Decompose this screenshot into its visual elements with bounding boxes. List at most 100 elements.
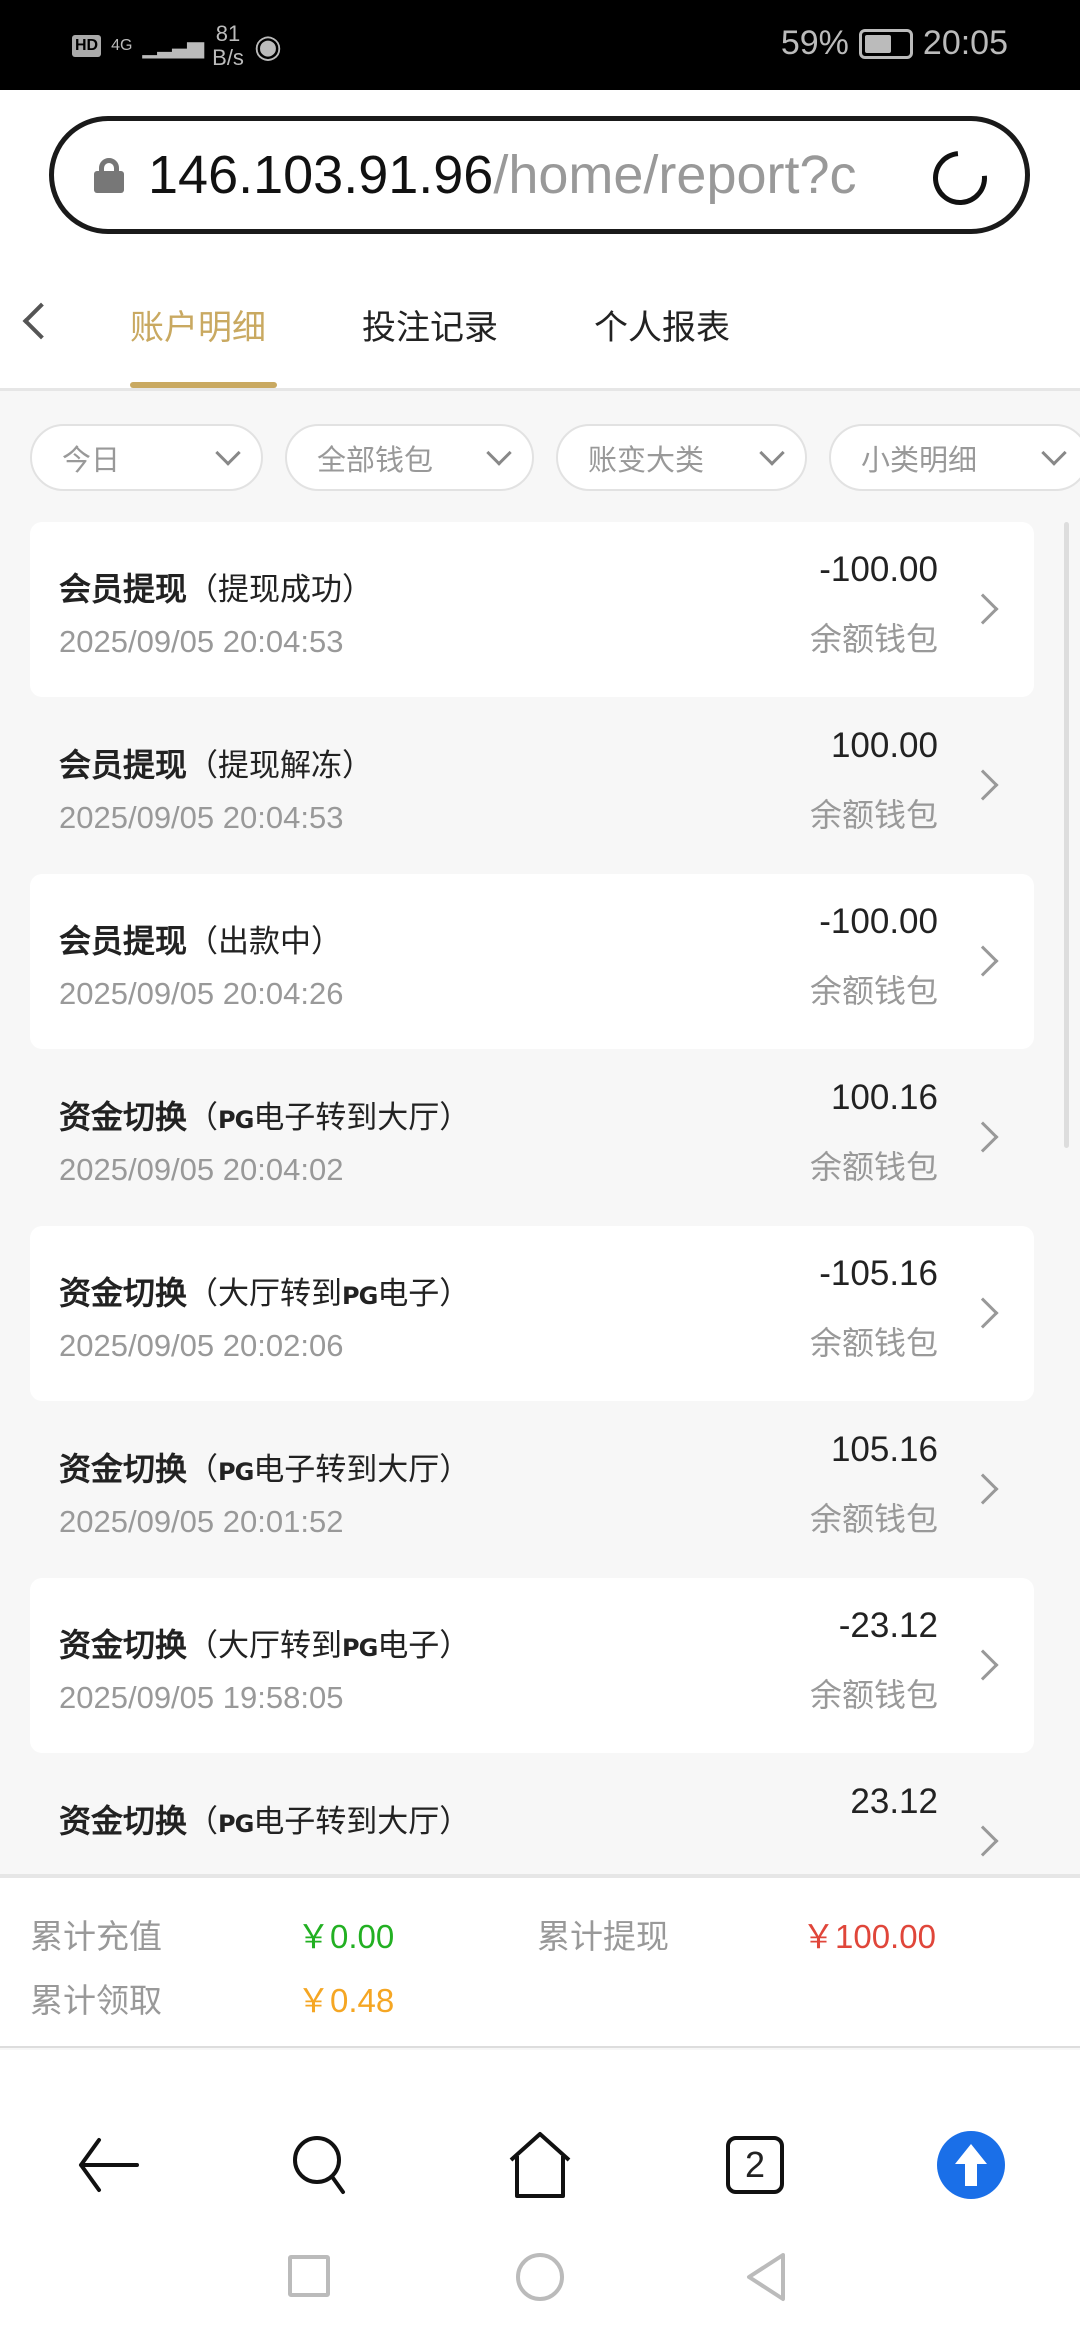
chevron-right-icon [967,593,999,625]
battery-percent: 59% [780,24,849,62]
record-card[interactable]: 资金切换（PG电子转到大厅） 2025/09/05 20:04:02 100.1… [30,1050,1034,1225]
search-icon[interactable] [287,2130,357,2200]
record-detail-post: 电子） [377,1628,471,1663]
chevron-right-icon [967,1649,999,1681]
claim-value: ￥0.48 [297,1982,395,2019]
record-time: 2025/09/05 19:58:05 [59,1680,344,1715]
home-circle-icon[interactable] [516,2253,564,2301]
deposit-label: 累计充值 [30,1918,162,1955]
record-amount: 100.16 [830,1078,938,1117]
chevron-down-icon [1041,440,1067,466]
record-list: 会员提现（提现成功） 2025/09/05 20:04:53 -100.00 余… [0,522,1080,1874]
record-detail-pre: （大厅转到 [187,1276,343,1311]
record-detail-post: 电子转到大厅） [253,1804,471,1839]
record-title: 资金切换（大厅转到PG电子） [59,1268,470,1314]
record-type: 资金切换 [59,1627,188,1663]
chevron-down-icon [486,440,512,466]
record-item[interactable]: 资金切换（PG电子转到大厅） 2025/09/05 20:01:52 105.1… [30,1402,1034,1578]
chevron-right-icon [967,1473,999,1505]
record-detail-post: 电子） [377,1276,471,1311]
tab-personal-report[interactable]: 个人报表 [594,309,730,347]
filter-subcategory[interactable]: 小类明细 [829,424,1080,491]
record-card[interactable]: 资金切换（PG电子转到大厅） 23.12 [30,1754,1034,1874]
record-amount: -105.16 [819,1254,938,1293]
clock: 20:05 [922,24,1008,62]
record-card[interactable]: 会员提现（提现成功） 2025/09/05 20:04:53 -100.00 余… [30,522,1034,697]
network-type: 4G [111,37,133,54]
record-card[interactable]: 资金切换（大厅转到PG电子） 2025/09/05 19:58:05 -23.1… [30,1578,1034,1753]
chevron-right-icon [967,945,999,977]
record-type: 资金切换 [59,1275,188,1311]
record-card[interactable]: 会员提现（提现解冻） 2025/09/05 20:04:53 100.00 余额… [30,698,1034,873]
record-time: 2025/09/05 20:04:53 [59,800,344,835]
record-amount: -100.00 [819,902,938,941]
record-wallet: 余额钱包 [809,1501,938,1537]
back-triangle-icon[interactable] [745,2252,787,2302]
record-wallet: 余额钱包 [809,797,938,833]
record-detail-pre: （出款中） [187,924,343,959]
hd-icon: HD [72,35,102,57]
record-title: 会员提现（提现成功） [59,564,373,610]
chevron-right-icon [967,1297,999,1329]
summary-panel: 累计充值 ￥0.00 累计提现 ￥100.00 累计领取 ￥0.48 [0,1874,1080,2048]
record-item[interactable]: 资金切换（大厅转到PG电子） 2025/09/05 19:58:05 -23.1… [30,1578,1034,1754]
scroll-to-top-icon[interactable] [936,2130,1006,2200]
record-detail-pre: （ [187,1804,219,1839]
url-path: /home/report?c [493,145,857,205]
withdraw-value: ￥100.00 [802,1918,936,1955]
tab-bet-records[interactable]: 投注记录 [362,309,498,347]
record-time: 2025/09/05 20:04:02 [59,1152,344,1187]
record-detail-pre: （大厅转到 [187,1628,343,1663]
record-wallet: 余额钱包 [809,1677,938,1713]
record-detail-post: 电子转到大厅） [253,1100,471,1135]
address-bar[interactable]: 146.103.91.96/home/report?c [49,116,1030,234]
active-tab-indicator [130,382,277,388]
filter-wallet[interactable]: 全部钱包 [285,424,534,491]
pg-logo: PG [342,1282,378,1310]
record-item[interactable]: 资金切换（PG电子转到大厅） 23.12 [30,1754,1034,1874]
back-chevron-icon[interactable] [22,302,60,340]
record-amount: 100.00 [830,726,938,765]
record-amount: -100.00 [819,550,938,589]
record-title: 资金切换（PG电子转到大厅） [59,1444,470,1490]
record-card[interactable]: 资金切换（大厅转到PG电子） 2025/09/05 20:02:06 -105.… [30,1226,1034,1401]
record-wallet: 余额钱包 [809,621,938,657]
record-detail-pre: （ [187,1452,219,1487]
chevron-down-icon [215,440,241,466]
battery-icon [858,28,913,59]
recents-icon[interactable] [288,2255,330,2297]
speed-unit: B/s [212,45,244,70]
record-card[interactable]: 资金切换（PG电子转到大厅） 2025/09/05 20:01:52 105.1… [30,1402,1034,1577]
pg-logo: PG [218,1458,254,1486]
record-type: 会员提现 [59,747,188,783]
record-card[interactable]: 会员提现（出款中） 2025/09/05 20:04:26 -100.00 余额… [30,874,1034,1049]
record-item[interactable]: 会员提现（提现解冻） 2025/09/05 20:04:53 100.00 余额… [30,698,1034,874]
record-wallet: 余额钱包 [809,1325,938,1361]
record-item[interactable]: 会员提现（出款中） 2025/09/05 20:04:26 -100.00 余额… [30,874,1034,1050]
filter-label: 账变大类 [588,444,705,477]
record-item[interactable]: 会员提现（提现成功） 2025/09/05 20:04:53 -100.00 余… [30,522,1034,698]
chevron-right-icon [967,769,999,801]
status-bar: HD 4G ▁▂▃▅ 81 B/s ◉ 59% 20:05 [0,0,1080,90]
record-detail-pre: （提现成功） [187,572,374,607]
pg-logo: PG [342,1634,378,1662]
record-title: 资金切换（PG电子转到大厅） [59,1092,470,1138]
home-icon[interactable] [505,2130,575,2200]
record-title: 资金切换（大厅转到PG电子） [59,1620,470,1666]
pg-logo: PG [218,1810,254,1838]
pg-logo: PG [218,1106,254,1134]
scrollbar[interactable] [1064,522,1069,1148]
filter-label: 小类明细 [861,444,978,477]
filter-category[interactable]: 账变大类 [556,424,807,491]
tabs-button[interactable]: 2 [726,2136,784,2194]
signal-icon: ▁▂▃▅ [142,33,204,58]
record-item[interactable]: 资金切换（PG电子转到大厅） 2025/09/05 20:04:02 100.1… [30,1050,1034,1226]
reload-icon[interactable] [921,139,999,217]
record-title: 会员提现（提现解冻） [59,740,373,786]
back-arrow-icon[interactable] [73,2130,143,2200]
tab-account-details[interactable]: 账户明细 [130,309,266,347]
record-time: 2025/09/05 20:04:53 [59,624,344,659]
record-item[interactable]: 资金切换（大厅转到PG电子） 2025/09/05 20:02:06 -105.… [30,1226,1034,1402]
filter-label: 今日 [62,444,121,477]
filter-date[interactable]: 今日 [30,424,263,491]
